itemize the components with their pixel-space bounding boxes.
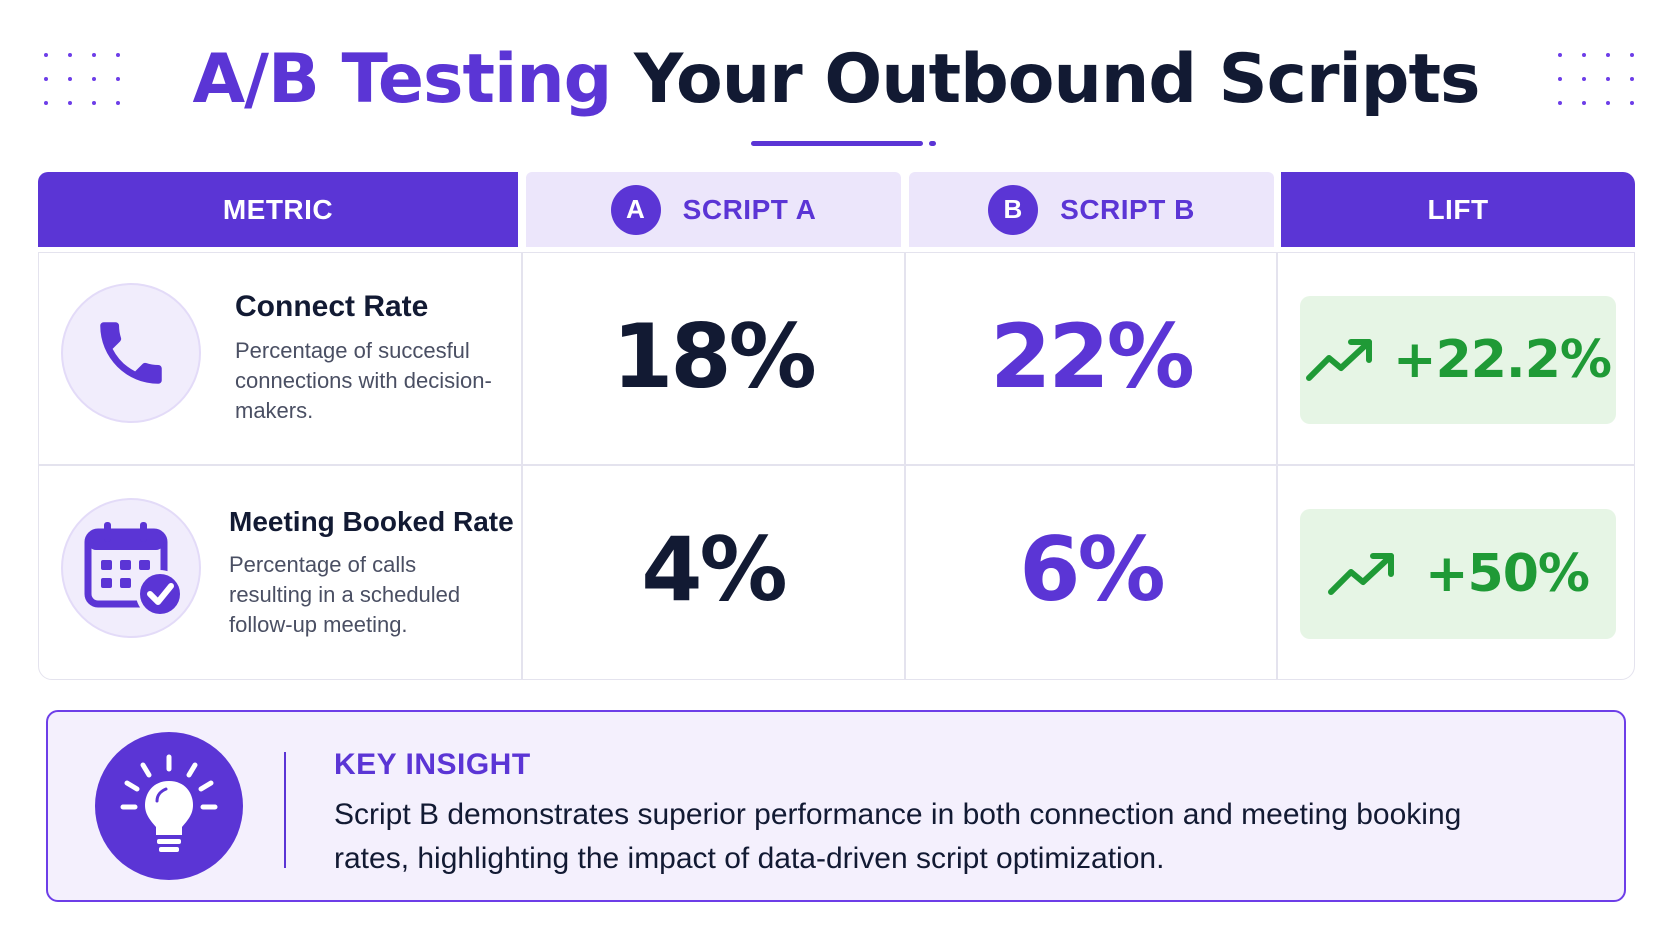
lift-value: +22.2% bbox=[1393, 330, 1612, 390]
title-accent: A/B Testing bbox=[192, 40, 613, 119]
script-b-badge: B bbox=[988, 184, 1039, 235]
decorative-dot-grid-left bbox=[44, 53, 120, 105]
header-script-b-label: SCRIPT B bbox=[1060, 193, 1195, 225]
lightbulb-icon bbox=[95, 732, 243, 880]
script-a-value: 4% bbox=[641, 518, 787, 621]
trending-up-icon bbox=[1306, 339, 1372, 381]
script-b-value: 6% bbox=[1019, 518, 1165, 621]
phone-icon bbox=[61, 283, 201, 423]
metric-name: Meeting Booked Rate bbox=[229, 506, 514, 537]
metric-description: Percentage of succesful connections with… bbox=[235, 338, 492, 423]
trending-up-icon bbox=[1327, 553, 1394, 595]
script-a-badge: A bbox=[610, 184, 661, 235]
insight-title: KEY INSIGHT bbox=[334, 748, 531, 781]
header-script-b: B SCRIPT B bbox=[909, 172, 1274, 247]
script-b-value: 22% bbox=[990, 305, 1195, 408]
comparison-table bbox=[38, 252, 1635, 680]
row-divider bbox=[38, 464, 1635, 466]
calendar-check-icon bbox=[61, 498, 201, 638]
insight-text: Script B demonstrates superior performan… bbox=[334, 798, 1462, 875]
metric-description: Percentage of calls resulting in a sched… bbox=[229, 552, 461, 637]
header-script-a: A SCRIPT A bbox=[526, 172, 901, 247]
insight-divider bbox=[284, 752, 286, 868]
column-divider bbox=[904, 252, 906, 680]
lift-badge: +50% bbox=[1300, 509, 1616, 639]
lift-value: +50% bbox=[1424, 544, 1590, 604]
title-underline bbox=[751, 141, 923, 146]
header-metric: METRIC bbox=[38, 172, 518, 247]
column-divider bbox=[1276, 252, 1278, 680]
header-metric-label: METRIC bbox=[222, 193, 334, 225]
metric-name: Connect Rate bbox=[235, 290, 429, 323]
decorative-dot-grid-right bbox=[1558, 53, 1634, 105]
script-a-value: 18% bbox=[612, 305, 817, 408]
lift-badge: +22.2% bbox=[1300, 296, 1616, 424]
title-rest: Your Outbound Scripts bbox=[634, 40, 1480, 119]
key-insight-panel bbox=[46, 710, 1626, 902]
column-divider bbox=[521, 252, 523, 680]
header-lift-label: LIFT bbox=[1427, 193, 1489, 225]
header-lift: LIFT bbox=[1281, 172, 1635, 247]
title-underline-dot bbox=[929, 141, 936, 146]
header-script-a-label: SCRIPT A bbox=[682, 193, 817, 225]
page-title: A/B Testing Your Outbound Scripts bbox=[0, 36, 1672, 124]
